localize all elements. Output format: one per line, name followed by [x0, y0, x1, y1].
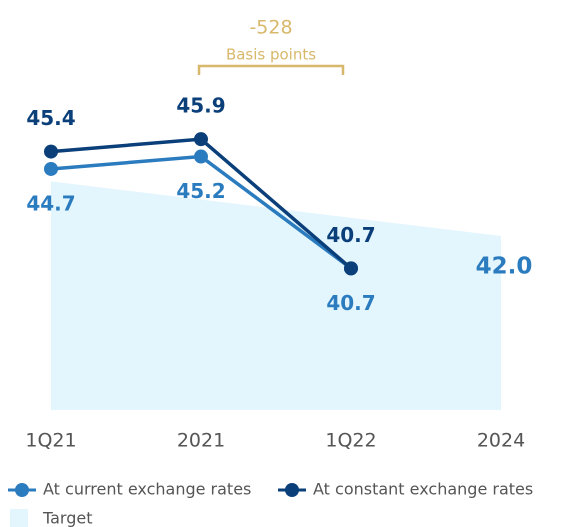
series-point	[44, 144, 58, 159]
annotation-label: Basis points	[226, 46, 316, 64]
legend-label: Target	[42, 509, 93, 527]
x-tick-label: 2021	[177, 430, 225, 452]
data-label: 40.7	[326, 223, 375, 247]
legend-dot	[15, 483, 29, 497]
legend-swatch	[10, 509, 28, 527]
annotation-bracket	[197, 64, 345, 75]
legend-dot	[285, 483, 299, 497]
data-label: 45.9	[176, 94, 225, 118]
target-label: 42.0	[476, 254, 533, 280]
series-point	[344, 261, 358, 276]
legend-label: At constant exchange rates	[313, 480, 533, 499]
series-point	[194, 132, 208, 147]
series-point	[194, 149, 208, 164]
x-tick-label: 1Q21	[25, 430, 76, 452]
legend-label: At current exchange rates	[43, 480, 251, 499]
series-point	[44, 161, 58, 176]
annotation-value: -528	[249, 17, 292, 39]
data-label: 45.2	[176, 179, 225, 203]
target-area	[51, 181, 501, 410]
x-tick-label: 1Q22	[325, 430, 376, 452]
x-tick-label: 2024	[477, 430, 525, 452]
data-label: 40.7	[326, 291, 375, 315]
area-layer	[51, 181, 501, 410]
data-label: 45.4	[26, 106, 75, 130]
data-label: 44.7	[26, 191, 75, 215]
